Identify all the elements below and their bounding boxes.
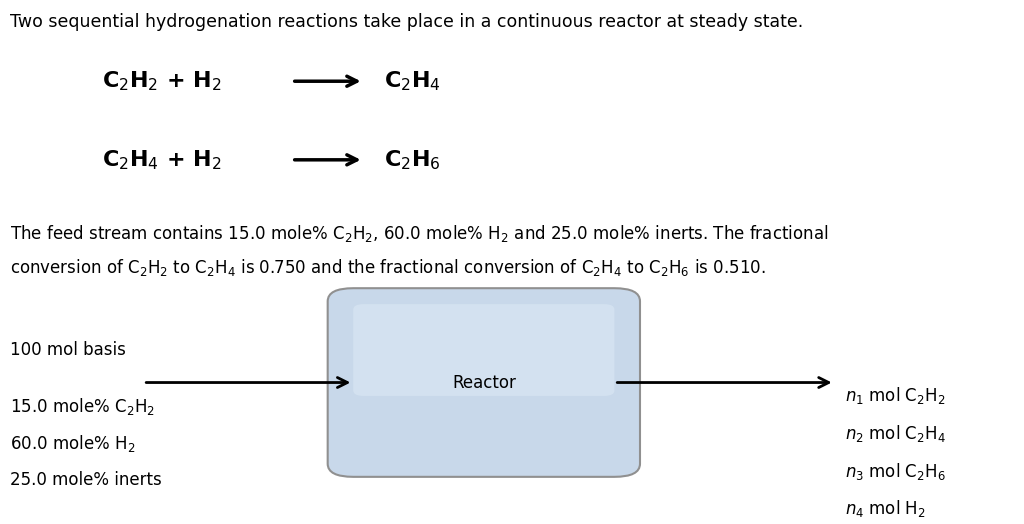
Text: C$_2$H$_6$: C$_2$H$_6$ xyxy=(384,148,440,172)
FancyBboxPatch shape xyxy=(328,288,640,477)
Text: $n_1$ mol C$_2$H$_2$: $n_1$ mol C$_2$H$_2$ xyxy=(845,385,945,406)
Text: $n_3$ mol C$_2$H$_6$: $n_3$ mol C$_2$H$_6$ xyxy=(845,461,946,482)
Text: 100 mol basis: 100 mol basis xyxy=(10,341,126,359)
Text: The feed stream contains 15.0 mole% C$_2$H$_2$, 60.0 mole% H$_2$ and 25.0 mole% : The feed stream contains 15.0 mole% C$_2… xyxy=(10,223,828,244)
Text: C$_2$H$_4$ + H$_2$: C$_2$H$_4$ + H$_2$ xyxy=(102,148,222,172)
Text: 60.0 mole% H$_2$: 60.0 mole% H$_2$ xyxy=(10,433,136,454)
Text: $n_2$ mol C$_2$H$_4$: $n_2$ mol C$_2$H$_4$ xyxy=(845,423,946,444)
Text: Reactor: Reactor xyxy=(452,374,516,391)
Text: $n_4$ mol H$_2$: $n_4$ mol H$_2$ xyxy=(845,498,926,519)
Text: C$_2$H$_2$ + H$_2$: C$_2$H$_2$ + H$_2$ xyxy=(102,69,222,93)
Text: conversion of C$_2$H$_2$ to C$_2$H$_4$ is 0.750 and the fractional conversion of: conversion of C$_2$H$_2$ to C$_2$H$_4$ i… xyxy=(10,257,766,278)
Text: 25.0 mole% inerts: 25.0 mole% inerts xyxy=(10,471,162,489)
Text: C$_2$H$_4$: C$_2$H$_4$ xyxy=(384,69,441,93)
FancyBboxPatch shape xyxy=(353,304,614,396)
Text: 15.0 mole% C$_2$H$_2$: 15.0 mole% C$_2$H$_2$ xyxy=(10,396,156,417)
Text: Two sequential hydrogenation reactions take place in a continuous reactor at ste: Two sequential hydrogenation reactions t… xyxy=(10,13,804,31)
